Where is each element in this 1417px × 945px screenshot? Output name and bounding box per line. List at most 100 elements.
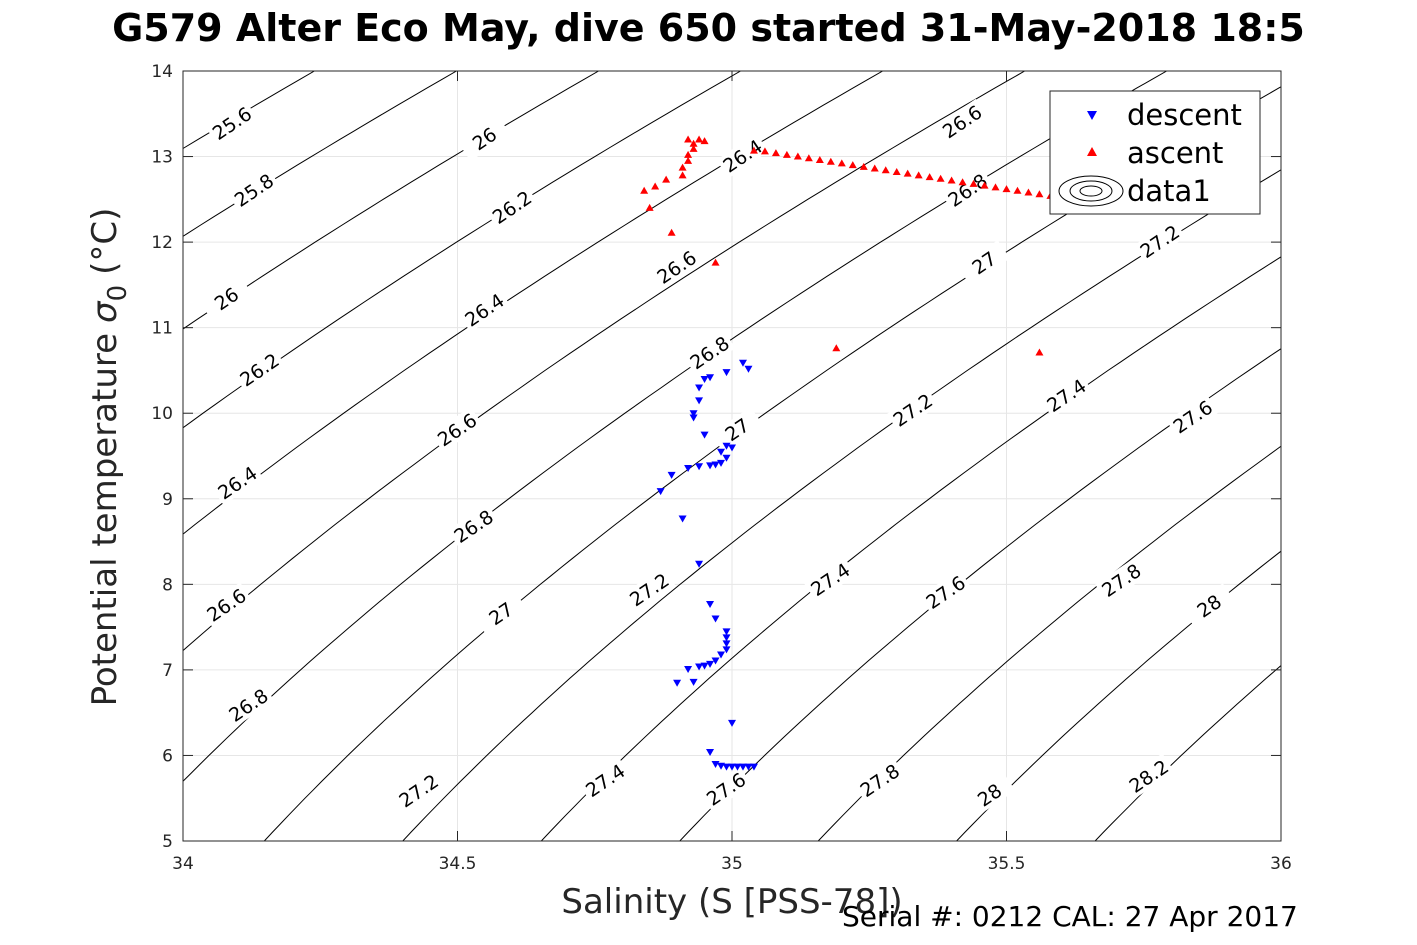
descent-point (684, 464, 693, 472)
descent-point (717, 762, 726, 770)
y-tick-label: 5 (162, 832, 173, 852)
y-tick-label: 10 (151, 404, 173, 424)
descent-point (695, 663, 704, 671)
contour-label-bg (1182, 583, 1236, 629)
contour-label-bg (227, 167, 280, 213)
descent-point (684, 666, 693, 674)
contour-label: 26.8 (683, 329, 736, 376)
y-axis-label-subscript: 0 (103, 285, 133, 302)
contour-label: 26 (200, 276, 253, 322)
ascent-point (771, 149, 780, 157)
contour-label: 26.6 (650, 244, 703, 290)
contour-label-bg (963, 772, 1016, 818)
ascent-point (793, 152, 802, 160)
legend-descent-marker (1087, 111, 1097, 120)
ascent-point (804, 154, 813, 162)
descent-point (700, 662, 709, 670)
contour-label-bg (935, 98, 989, 145)
ascent-point (1035, 348, 1044, 356)
y-axis-label: Potential temperature σ0 (°C) (85, 208, 133, 707)
descent-point (722, 763, 731, 771)
y-tick-label: 7 (162, 661, 173, 681)
contour-label: 25.6 (205, 100, 258, 146)
descent-point (711, 657, 720, 665)
ascent-point (859, 162, 868, 170)
contour-label-bg (650, 244, 703, 290)
contour-label: 27 (474, 590, 527, 637)
legend-contour-icon (1058, 175, 1124, 207)
ascent-point (826, 157, 835, 165)
descent-point (744, 763, 753, 771)
ascent-point (667, 228, 676, 236)
descent-point (722, 369, 731, 377)
contour-label: 27 (957, 240, 1010, 286)
contour-label-bg (579, 757, 632, 803)
descent-point (722, 454, 731, 462)
contour-line (183, 71, 742, 429)
descent-point (711, 461, 720, 469)
contour-label: 28 (963, 772, 1016, 818)
contour-label: 27.2 (392, 768, 445, 814)
contour-label-bg (919, 569, 972, 615)
contour-line (183, 71, 458, 237)
contour-line (183, 71, 884, 535)
ascent-point (760, 147, 769, 155)
descent-point (689, 678, 698, 686)
ascent-point (936, 174, 945, 182)
ascent-point (980, 181, 989, 189)
descent-point (722, 640, 731, 648)
contour-label: 27.2 (623, 566, 676, 613)
contour-label: 26.2 (485, 184, 538, 230)
ascent-point (1024, 188, 1033, 196)
descent-point (706, 749, 715, 757)
legend-box (1049, 90, 1261, 215)
ascent-point (870, 164, 879, 172)
contour-label: 26.6 (200, 582, 253, 628)
y-tick-label: 9 (162, 490, 173, 510)
contour-label-bg (1122, 753, 1175, 799)
contour-label: 26.8 (941, 167, 994, 213)
contour-label: 26.6 (935, 98, 989, 145)
contour-label: 27.8 (1095, 557, 1148, 603)
contour-label: 28 (1182, 583, 1236, 629)
contour-label: 26.8 (447, 503, 500, 549)
descent-point (722, 646, 731, 654)
contour-line (402, 169, 1281, 841)
contour-label: 27.6 (699, 766, 752, 812)
contour-label-bg (392, 768, 445, 814)
contour-line (817, 445, 1281, 841)
descent-point (728, 719, 736, 727)
contour-label-bg (222, 682, 275, 728)
ascent-point (914, 171, 923, 179)
ascent-point (969, 179, 978, 187)
descent-point (749, 763, 758, 771)
descent-point (738, 359, 747, 367)
y-axis-label-unit: (°C) (85, 208, 125, 275)
descent-point (744, 365, 753, 373)
ascent-point (749, 146, 758, 154)
ascent-point (1035, 190, 1044, 198)
x-tick-label: 36 (1270, 854, 1292, 874)
x-tick-label: 34 (172, 854, 194, 874)
ascent-point (1013, 186, 1022, 194)
ascent-point (711, 258, 720, 266)
contour-label-bg (200, 582, 253, 628)
x-tick-label: 35 (721, 854, 743, 874)
ascent-point (689, 144, 698, 152)
ascent-point (903, 169, 912, 177)
contour-label-bg (804, 556, 857, 602)
contour-label: 27.2 (1133, 218, 1186, 264)
ascent-point (925, 173, 934, 181)
descent-point (722, 628, 731, 636)
contour-label-bg (1166, 394, 1219, 440)
contour-label: 27 (710, 406, 763, 453)
ascent-point (958, 178, 967, 186)
contour-label-bg (200, 276, 253, 322)
ascent-point (991, 183, 1000, 191)
contour-label: 27.6 (1166, 394, 1219, 440)
ascent-point (881, 166, 890, 174)
legend: descent ascent data1 (1049, 90, 1261, 215)
y-tick-label: 13 (151, 148, 173, 168)
ascent-point (684, 150, 693, 158)
descent-point (689, 414, 698, 422)
